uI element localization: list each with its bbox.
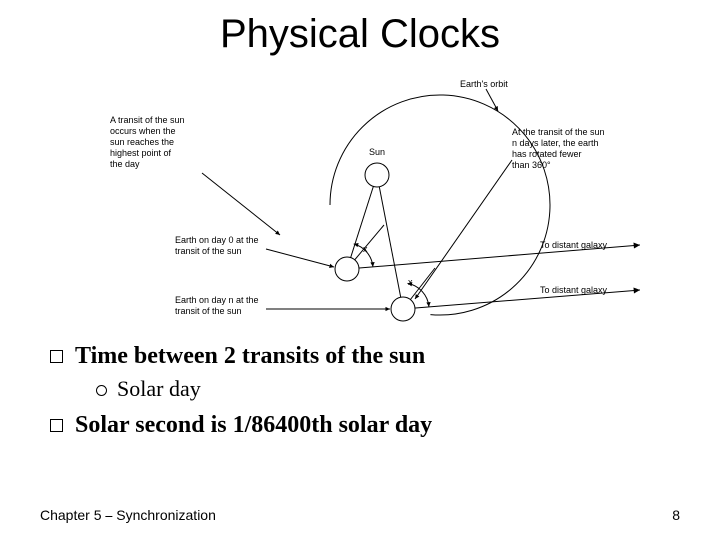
svg-text:A transit of the sun: A transit of the sun — [110, 115, 185, 125]
svg-text:than 360°: than 360° — [512, 160, 551, 170]
square-bullet-icon — [50, 350, 63, 363]
svg-text:x: x — [408, 277, 413, 287]
svg-text:At the transit of the sun: At the transit of the sun — [512, 127, 605, 137]
svg-text:has rotated fewer: has rotated fewer — [512, 149, 582, 159]
svg-text:n days later, the earth: n days later, the earth — [512, 138, 599, 148]
svg-text:the day: the day — [110, 159, 140, 169]
page-title: Physical Clocks — [40, 12, 680, 57]
svg-text:Sun: Sun — [369, 147, 385, 157]
svg-text:Earth's orbit: Earth's orbit — [460, 79, 508, 89]
svg-text:highest point of: highest point of — [110, 148, 172, 158]
bullet-list: Time between 2 transits of the sun Solar… — [50, 343, 680, 439]
svg-text:Earth on day 0 at the: Earth on day 0 at the — [175, 235, 259, 245]
svg-text:occurs when the: occurs when the — [110, 126, 176, 136]
bullet-text: Solar second is 1/86400th solar day — [75, 412, 432, 439]
bullet-text: Solar day — [117, 376, 201, 402]
bullet-item: Solar second is 1/86400th solar day — [50, 412, 680, 439]
footer-left: Chapter 5 ⎯ Synchronization — [40, 507, 216, 524]
svg-text:transit of the sun: transit of the sun — [175, 246, 242, 256]
svg-text:transit of the sun: transit of the sun — [175, 306, 242, 316]
footer-page-number: 8 — [672, 507, 680, 524]
svg-text:x: x — [363, 244, 368, 254]
svg-text:To distant galaxy: To distant galaxy — [540, 285, 608, 295]
circle-bullet-icon — [96, 385, 107, 396]
solar-transit-diagram: Sun Earth's orbit To distant galaxy To dist… — [80, 65, 640, 325]
slide-footer: Chapter 5 ⎯ Synchronization 8 — [40, 507, 680, 524]
svg-text:Earth on day n at the: Earth on day n at the — [175, 295, 259, 305]
bullet-text: Time between 2 transits of the sun — [75, 343, 425, 370]
square-bullet-icon — [50, 419, 63, 432]
bullet-item: Time between 2 transits of the sun — [50, 343, 680, 370]
svg-text:To distant galaxy: To distant galaxy — [540, 240, 608, 250]
svg-text:sun reaches the: sun reaches the — [110, 137, 174, 147]
slide: Physical Clocks Sun Earth's orbit To dista… — [0, 0, 720, 540]
bullet-subitem: Solar day — [96, 376, 680, 402]
